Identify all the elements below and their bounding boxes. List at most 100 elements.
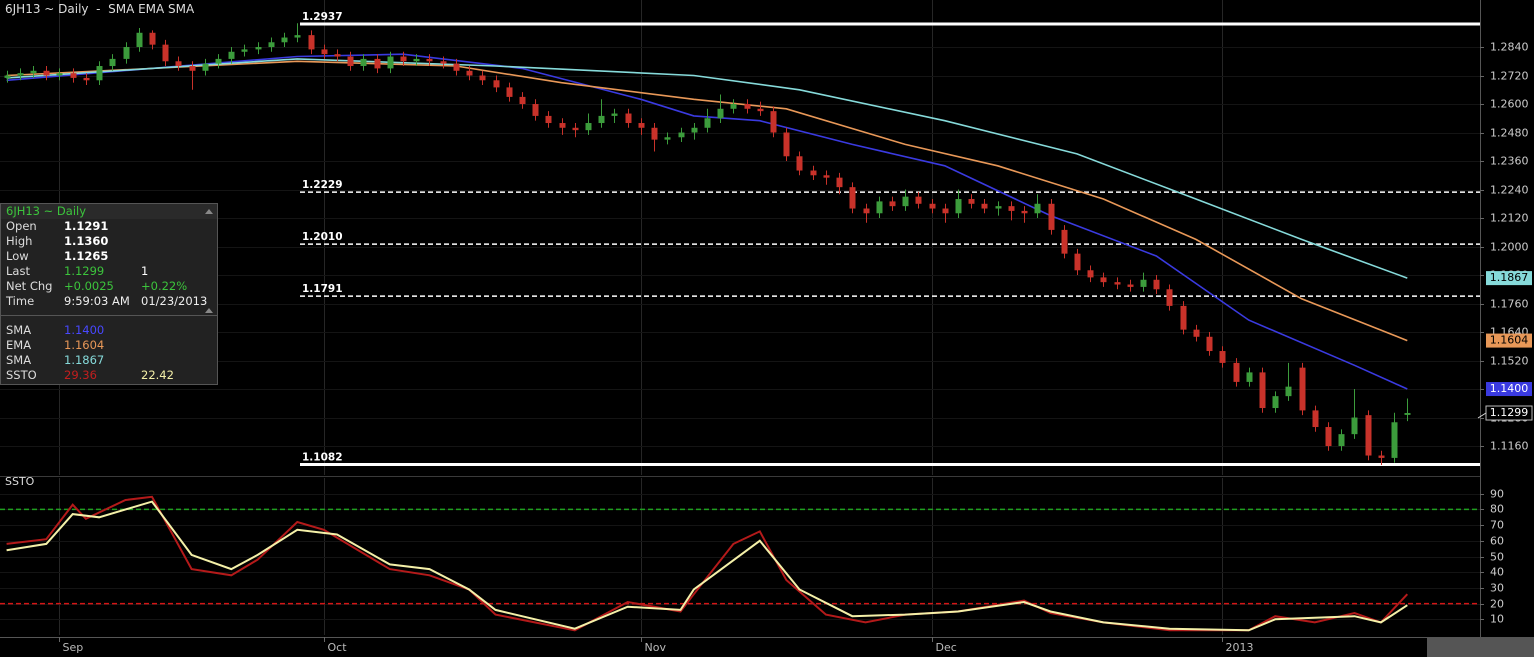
data-label: EMA <box>6 338 32 352</box>
candle-body <box>1391 422 1398 458</box>
y-tick-label: 1.2600 <box>1490 98 1529 111</box>
candle-body <box>149 32 156 45</box>
candle-body <box>519 96 526 105</box>
y-tick-label: 50 <box>1490 551 1504 564</box>
y-tick-label: 70 <box>1490 519 1504 532</box>
candle-body <box>1285 386 1292 397</box>
candle-body <box>704 118 711 128</box>
candle-body <box>466 70 473 76</box>
candle-body <box>136 32 143 48</box>
candle-body <box>1061 229 1068 254</box>
candle-body <box>70 73 77 78</box>
moving-average-line <box>6 58 1408 279</box>
candle-body <box>1206 336 1213 352</box>
y-tick-label: 40 <box>1490 566 1504 579</box>
y-tick-label: 90 <box>1490 488 1504 501</box>
y-tick-label: 1.1760 <box>1490 298 1529 311</box>
candle-body <box>532 104 539 116</box>
candle-body <box>83 77 90 81</box>
price-tag-label: 1.1867 <box>1490 271 1529 284</box>
candle-body <box>915 196 922 204</box>
candle-body <box>863 208 870 214</box>
candle-body <box>810 170 817 176</box>
candle-body <box>1272 396 1279 409</box>
candle-body <box>56 73 63 76</box>
candle-body <box>625 113 632 124</box>
y-tick-label: 20 <box>1490 598 1504 611</box>
candle-body <box>1299 367 1306 411</box>
candle-body <box>1246 372 1253 382</box>
y-tick-label: 1.1160 <box>1490 440 1529 453</box>
candle-body <box>717 108 724 119</box>
candle-body <box>638 123 645 128</box>
data-row: Open 1.1291 <box>1 219 217 234</box>
data-value: 9:59:03 AM <box>64 294 130 308</box>
candle-body <box>664 137 671 140</box>
candle-body <box>453 63 460 71</box>
candle-body <box>1233 362 1240 382</box>
price-tag <box>1485 405 1533 421</box>
y-tick-label: 1.1520 <box>1490 355 1529 368</box>
data-value: +0.0025 <box>64 279 114 293</box>
data-value: 1.1400 <box>64 323 105 337</box>
candle-body <box>30 70 37 74</box>
data-value: 1 <box>141 264 149 278</box>
data-row: High 1.1360 <box>1 234 217 249</box>
price-tag <box>1486 382 1532 397</box>
candle-body <box>545 115 552 124</box>
candle-body <box>572 127 579 131</box>
candle-body <box>1259 372 1266 409</box>
candle-body <box>109 58 116 67</box>
candle-body <box>1338 434 1345 447</box>
candle-body <box>347 56 354 67</box>
candle-body <box>691 127 698 133</box>
scrollbar[interactable] <box>1427 638 1534 657</box>
data-row: EMA 1.1604 <box>1 338 217 353</box>
y-tick-label: 1.2120 <box>1490 212 1529 225</box>
candle-body <box>1166 289 1173 306</box>
candle-body <box>334 54 341 57</box>
candle-body <box>321 49 328 55</box>
candle-body <box>598 115 605 124</box>
retracement-label: 1.1082 <box>302 452 343 464</box>
data-row: SMA 1.1867 <box>1 353 217 368</box>
last-price-pointer <box>1477 412 1487 419</box>
candle-body <box>493 80 500 88</box>
data-label: Last <box>6 264 30 278</box>
time-tick-label: Dec <box>936 641 957 654</box>
candle-body <box>202 63 209 71</box>
candle-body <box>849 187 856 209</box>
candle-body <box>1404 413 1411 415</box>
candle-body <box>995 206 1002 209</box>
candle-body <box>294 35 301 38</box>
data-label: Low <box>6 249 29 263</box>
candle-body <box>17 73 24 76</box>
separator <box>1 308 217 316</box>
moving-average-line <box>6 53 1408 390</box>
candle-body <box>413 58 420 62</box>
candle-body <box>730 104 737 109</box>
candle-body <box>241 49 248 52</box>
collapse-arrow[interactable] <box>205 209 213 214</box>
retracement-label: 1.2229 <box>302 179 343 191</box>
candle-body <box>1351 417 1358 435</box>
candle-body <box>1219 351 1226 363</box>
candle-body <box>426 58 433 62</box>
price-tag-label: 1.1299 <box>1490 406 1529 419</box>
chart-header: 6JH13 ~ Daily - SMA EMA SMA <box>5 2 195 16</box>
data-row: Time 9:59:03 AM 01/23/2013 <box>1 294 217 309</box>
candle-body <box>1048 203 1055 230</box>
candle-body <box>1100 277 1107 283</box>
data-window: 6JH13 ~ Daily Open 1.1291 High 1.1360 Low 1.1… <box>0 203 218 385</box>
data-label: Time <box>6 294 35 308</box>
candle-body <box>1087 270 1094 278</box>
y-tick-label: 1.2240 <box>1490 184 1529 197</box>
y-tick-label: 10 <box>1490 613 1504 626</box>
data-label: SSTO <box>6 368 37 382</box>
candle-body <box>4 75 11 78</box>
candle-body <box>770 111 777 133</box>
candle-body <box>175 61 182 67</box>
candle-body <box>757 108 764 112</box>
candle-body <box>1127 284 1134 287</box>
candle-body <box>1378 455 1385 458</box>
